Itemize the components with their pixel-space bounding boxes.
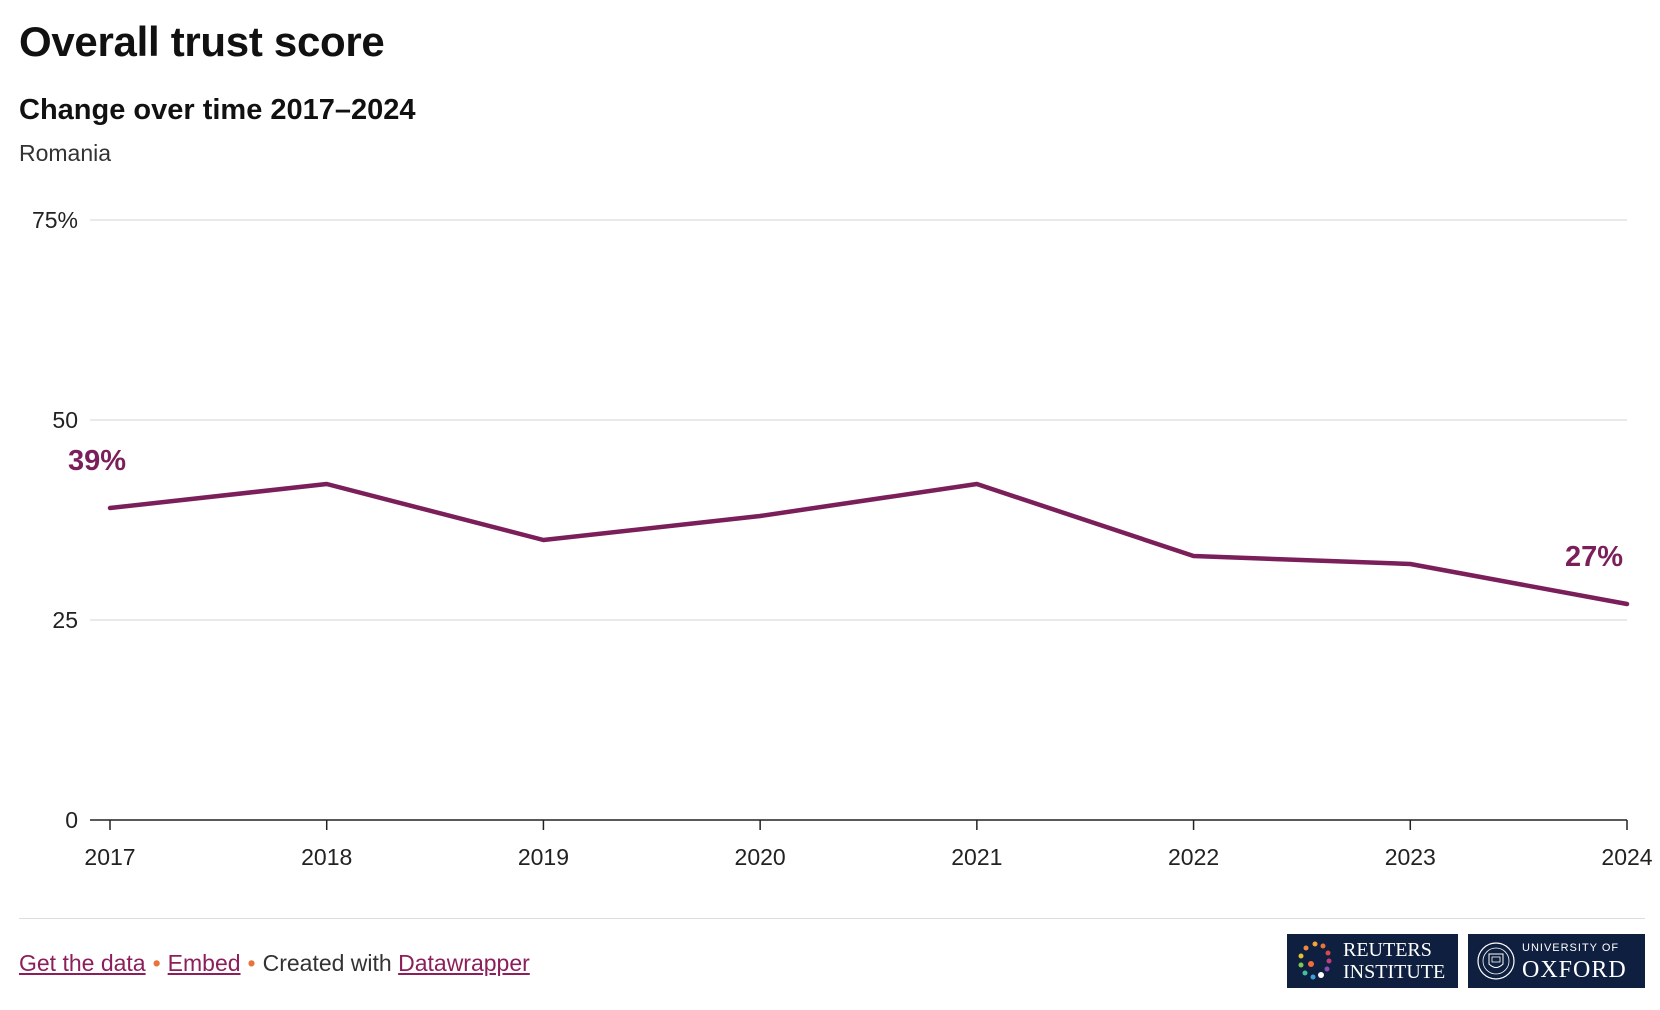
x-tick-label: 2021 (951, 844, 1002, 865)
reuters-line2: INSTITUTE (1343, 961, 1446, 983)
line-chart: 0 25 50 75% 2017 2018 2019 2020 2021 2022 2023 2024… (32, 207, 1653, 865)
y-tick-label: 25 (52, 607, 78, 633)
chart-subtitle: Change over time 2017–2024 (19, 94, 416, 126)
data-point (1191, 554, 1195, 558)
x-tick-label: 2024 (1601, 844, 1652, 865)
datawrapper-link[interactable]: Datawrapper (398, 950, 530, 976)
y-tick-label: 75% (32, 207, 78, 233)
embed-link[interactable]: Embed (167, 950, 241, 976)
reuters-line1: REUTERS (1343, 939, 1432, 961)
chart-description: Romania (19, 140, 112, 166)
get-the-data-link[interactable]: Get the data (19, 950, 146, 976)
data-point (758, 514, 762, 518)
data-point (975, 482, 979, 486)
oxford-line2: OXFORD (1522, 957, 1627, 983)
reuters-institute-logo[interactable]: REUTERS INSTITUTE (1287, 934, 1458, 988)
trust-score-line (107, 481, 1630, 607)
data-point (108, 506, 112, 510)
footer-separator: • (152, 950, 161, 976)
chart-title: Overall trust score (19, 18, 385, 65)
footer: Get the data • Embed • Created with Datawrap… (19, 950, 530, 977)
value-annotation: 27% (1565, 541, 1623, 573)
y-tick-label: 0 (65, 807, 78, 833)
value-annotation: 39% (68, 445, 126, 477)
data-point (1625, 602, 1629, 606)
x-tick-label: 2019 (518, 844, 569, 865)
x-tick-label: 2018 (301, 844, 352, 865)
created-with-text: Created with (262, 950, 392, 976)
x-tick-label: 2017 (84, 844, 135, 865)
footer-separator: • (247, 950, 256, 976)
reuters-dots-icon (1298, 941, 1332, 980)
university-of-oxford-logo[interactable]: UNIVERSITY OF OXFORD (1468, 934, 1645, 988)
data-point (325, 482, 329, 486)
data-point (1408, 562, 1412, 566)
oxford-crest-icon (1477, 942, 1515, 980)
oxford-line1: UNIVERSITY OF (1522, 942, 1620, 954)
y-tick-label: 50 (52, 407, 78, 433)
x-tick-label: 2022 (1168, 844, 1219, 865)
x-tick-label: 2020 (735, 844, 786, 865)
data-point (541, 538, 545, 542)
x-tick-label: 2023 (1385, 844, 1436, 865)
footer-divider (19, 918, 1645, 919)
